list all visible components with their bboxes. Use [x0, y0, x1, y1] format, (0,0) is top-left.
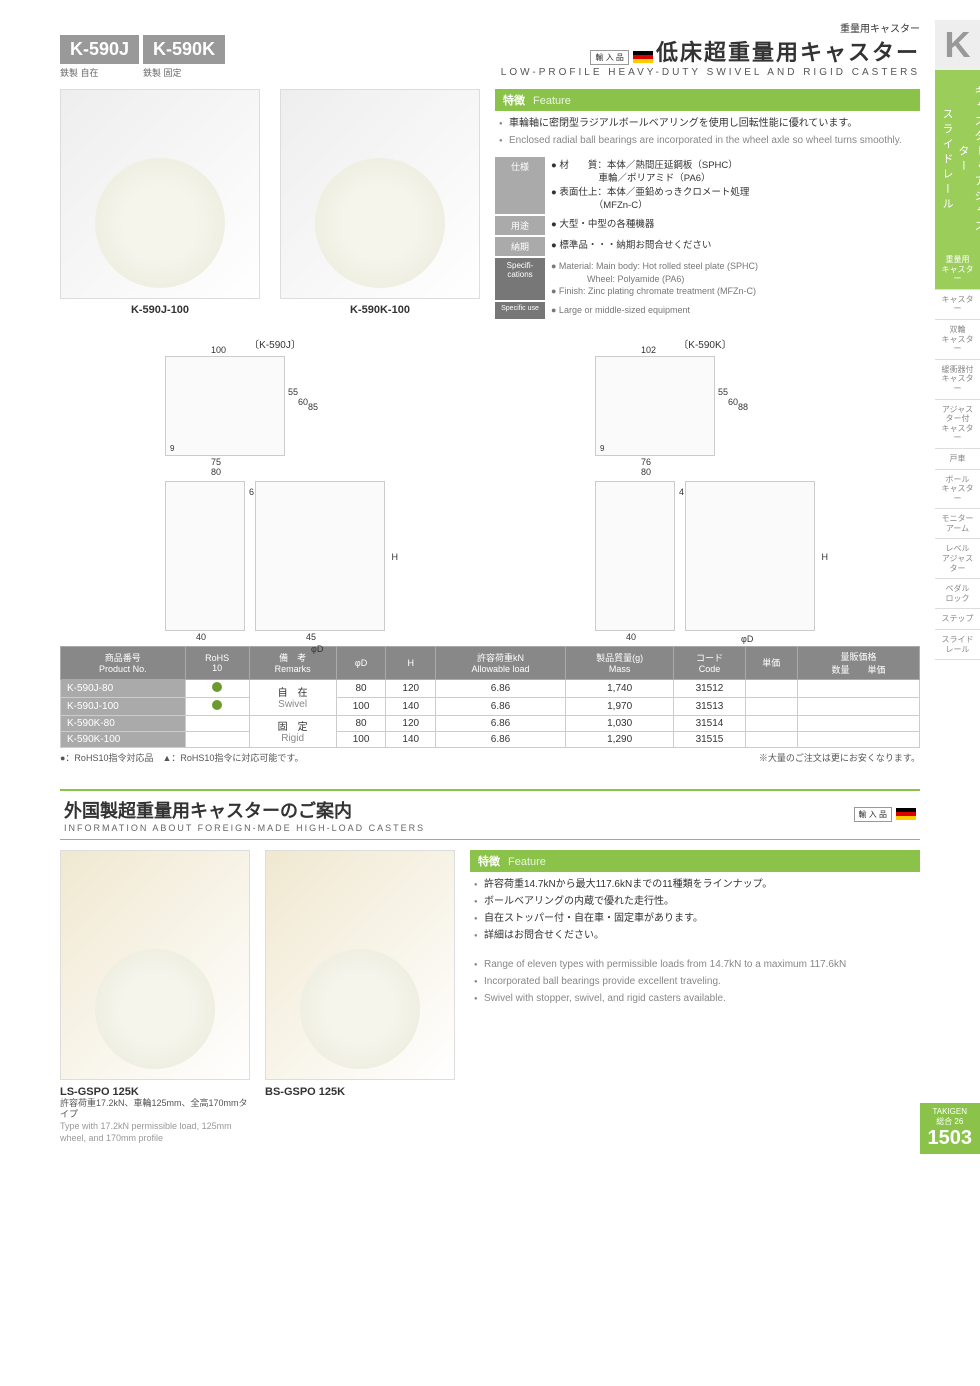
photo-label-2: K-590K-100 — [280, 304, 480, 316]
section2-title: 外国製超重量用キャスターのご案内 INFORMATION ABOUT FOREI… — [60, 789, 920, 840]
side-navigation: K キャスター・アジャスター スライドレール 重量用 キャスター キャスター双輪… — [935, 20, 980, 660]
spec-text: ● 大型・中型の各種機器 — [545, 216, 920, 235]
spec-label-en: Specific use — [495, 302, 545, 319]
product-photo-3 — [60, 850, 250, 1080]
drawing-top: 102 55 60 88 76 80 9 — [595, 356, 715, 456]
feature-list: 車輪軸に密閉型ラジアルボールベアリングを使用し回転性能に優れています。 Encl… — [495, 111, 920, 157]
side-nav-item[interactable]: 緩衝器付 キャスター — [935, 360, 980, 400]
drawing-front: 45 φD H — [255, 481, 385, 631]
product-photo-4 — [265, 850, 455, 1080]
side-nav-item[interactable]: 双輪 キャスター — [935, 320, 980, 360]
code-sub-1: 鉄製 自在 — [60, 66, 139, 79]
spec-label-en: Specifi- cations — [495, 258, 545, 300]
table-note-left: ●：RoHS10指令対応品 ▲：RoHS10指令に対応可能です。 — [60, 751, 303, 764]
spec-text: ● 標準品・・・納期お問合せください — [545, 237, 920, 256]
germany-flag-icon — [633, 51, 653, 63]
spec-label: 仕様 — [495, 157, 545, 214]
section-letter: K — [935, 20, 980, 70]
side-nav-item[interactable]: 戸車 — [935, 449, 980, 470]
title-en: LOW-PROFILE HEAVY-DUTY SWIVEL AND RIGID … — [245, 67, 920, 78]
drawing-top: 100 55 60 85 75 80 9 — [165, 356, 285, 456]
side-nav-active[interactable]: 重量用 キャスター — [935, 250, 980, 290]
side-nav-item[interactable]: ステップ — [935, 609, 980, 630]
page-number: TAKIGEN 総合 26 1503 — [920, 1103, 980, 1154]
drawing-front: φD H — [685, 481, 815, 631]
spec-text-en: ● Material: Main body: Hot rolled steel … — [545, 258, 920, 300]
spec-table: 商品番号 Product No.RoHS 10備 考 RemarksφDH許容荷… — [60, 646, 920, 748]
spec-label: 用途 — [495, 216, 545, 235]
feature-header: 特徴Feature — [495, 89, 920, 111]
table-note-right: ※大量のご注文は更にお安くなります。 — [759, 751, 920, 764]
code-sub-2: 鉄製 固定 — [143, 66, 225, 79]
drawing-side: 40 6 — [165, 481, 245, 631]
product-photo-2 — [280, 89, 480, 299]
side-nav-item[interactable]: ボール キャスター — [935, 470, 980, 510]
technical-drawings: 〔K-590J〕 100 55 60 85 75 80 9 — [60, 336, 920, 631]
code-badge-1: K-590J — [60, 35, 139, 64]
category-label: 重量用キャスター — [60, 20, 920, 35]
spec-text: ● 材 質：本体／熱間圧延鋼板（SPHC） 車輪／ポリアミド（PA6） ● 表面… — [545, 157, 920, 214]
feature-header-2: 特徴Feature — [470, 850, 920, 872]
feature-list-2-en: Range of eleven types with permissible l… — [470, 952, 920, 1015]
photo-label-4: BS-GSPO 125K — [265, 1086, 455, 1098]
side-nav-item[interactable]: モニター アーム — [935, 509, 980, 539]
germany-flag-icon — [896, 808, 916, 820]
title-jp: 低床超重量用キャスター — [656, 40, 920, 65]
drawing-side: 40 4 — [595, 481, 675, 631]
side-nav-item[interactable]: キャスター — [935, 290, 980, 320]
import-label: 輸 入 品 — [590, 50, 628, 65]
code-badge-2: K-590K — [143, 35, 225, 64]
product-photo-1 — [60, 89, 260, 299]
spec-text-en: ● Large or middle-sized equipment — [545, 302, 920, 319]
photo-label-1: K-590J-100 — [60, 304, 260, 316]
photo-label-3: LS-GSPO 125K — [60, 1086, 250, 1098]
feature-list-2: 許容荷重14.7kNから最大117.6kNまでの11種類をラインナップ。ボールベ… — [470, 872, 920, 952]
spec-label: 納期 — [495, 237, 545, 256]
side-nav-item[interactable]: アジャスター付 キャスター — [935, 400, 980, 449]
side-nav-item[interactable]: レベル アジャスター — [935, 539, 980, 579]
product-code-badges: K-590J 鉄製 自在 K-590K 鉄製 固定 — [60, 35, 225, 79]
side-nav-item[interactable]: スライド レール — [935, 630, 980, 660]
side-nav-item[interactable]: ペダル ロック — [935, 579, 980, 609]
side-category: キャスター・アジャスター スライドレール — [935, 70, 980, 250]
